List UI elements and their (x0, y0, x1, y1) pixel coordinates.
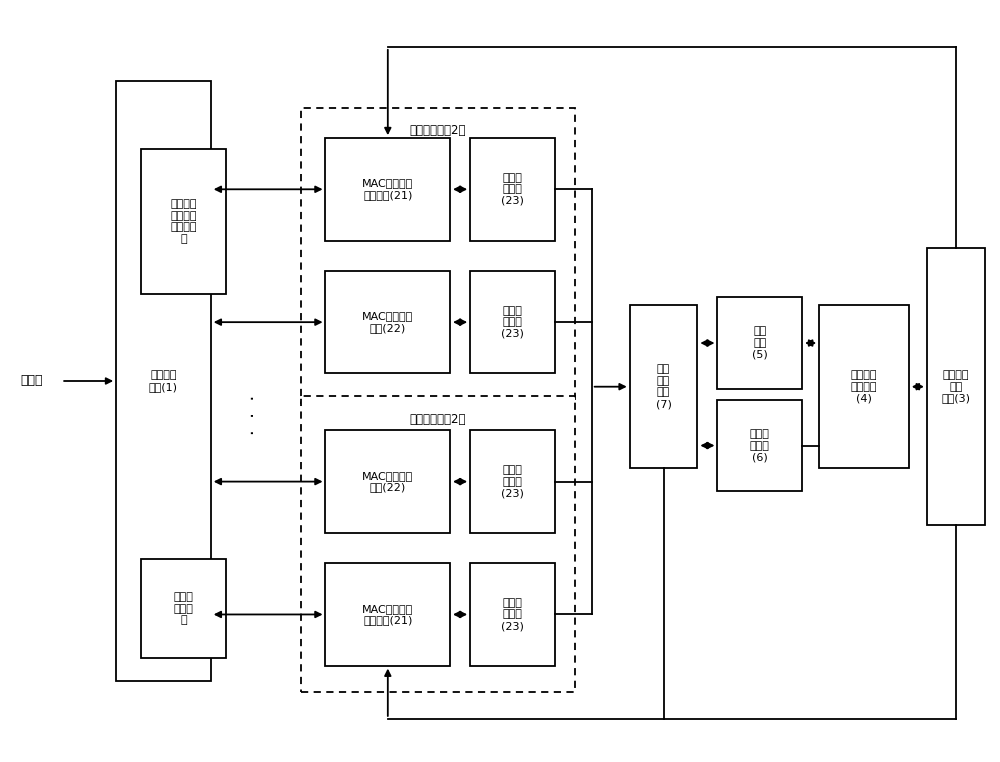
Text: 接收调度
模块(1): 接收调度 模块(1) (149, 370, 178, 392)
Bar (325, 138, 450, 241)
Text: 地址表
存取器
(23): 地址表 存取器 (23) (501, 173, 524, 206)
Text: 地址表
存取器
(23): 地址表 存取器 (23) (501, 598, 524, 631)
Text: 按顺序
产生时
标: 按顺序 产生时 标 (173, 592, 193, 626)
Bar (141, 559, 226, 658)
Bar (470, 138, 555, 241)
Text: 同步更新
表缓存器
(4): 同步更新 表缓存器 (4) (851, 370, 877, 403)
Bar (717, 297, 802, 389)
Text: 地址
选择
模块
(7): 地址 选择 模块 (7) (656, 364, 671, 409)
Text: 更新
模块
(5): 更新 模块 (5) (752, 326, 768, 360)
Bar (301, 107, 575, 404)
Bar (819, 305, 909, 469)
Text: 地址表
存取器
(23): 地址表 存取器 (23) (501, 306, 524, 339)
Bar (470, 271, 555, 373)
Bar (927, 248, 985, 525)
Text: MAC地址查找
模块(22): MAC地址查找 模块(22) (362, 471, 413, 492)
Text: MAC地址学习
查找模块(21): MAC地址学习 查找模块(21) (362, 604, 413, 626)
Bar (630, 305, 697, 469)
Bar (325, 271, 450, 373)
Text: 学习结果
轮询
模块(3): 学习结果 轮询 模块(3) (941, 370, 970, 403)
Text: 地址表
存取器
(23): 地址表 存取器 (23) (501, 465, 524, 498)
Text: ·  ·  ·: · · · (245, 395, 263, 435)
Bar (141, 149, 226, 293)
Text: 老化删
除模块
(6): 老化删 除模块 (6) (750, 429, 770, 462)
Text: 数据流: 数据流 (20, 374, 43, 388)
Text: 查找表模块（2）: 查找表模块（2） (409, 413, 466, 426)
Text: MAC地址查找
模块(22): MAC地址查找 模块(22) (362, 312, 413, 333)
Text: 查找表模块（2）: 查找表模块（2） (409, 124, 466, 137)
Bar (325, 431, 450, 533)
Text: 轮询多路
查找表模
块是否空
闲: 轮询多路 查找表模 块是否空 闲 (170, 199, 197, 244)
Bar (717, 400, 802, 491)
Bar (301, 396, 575, 693)
Text: MAC地址学习
查找模块(21): MAC地址学习 查找模块(21) (362, 178, 413, 200)
Bar (470, 431, 555, 533)
Bar (325, 563, 450, 666)
Bar (116, 81, 211, 681)
Bar (470, 563, 555, 666)
